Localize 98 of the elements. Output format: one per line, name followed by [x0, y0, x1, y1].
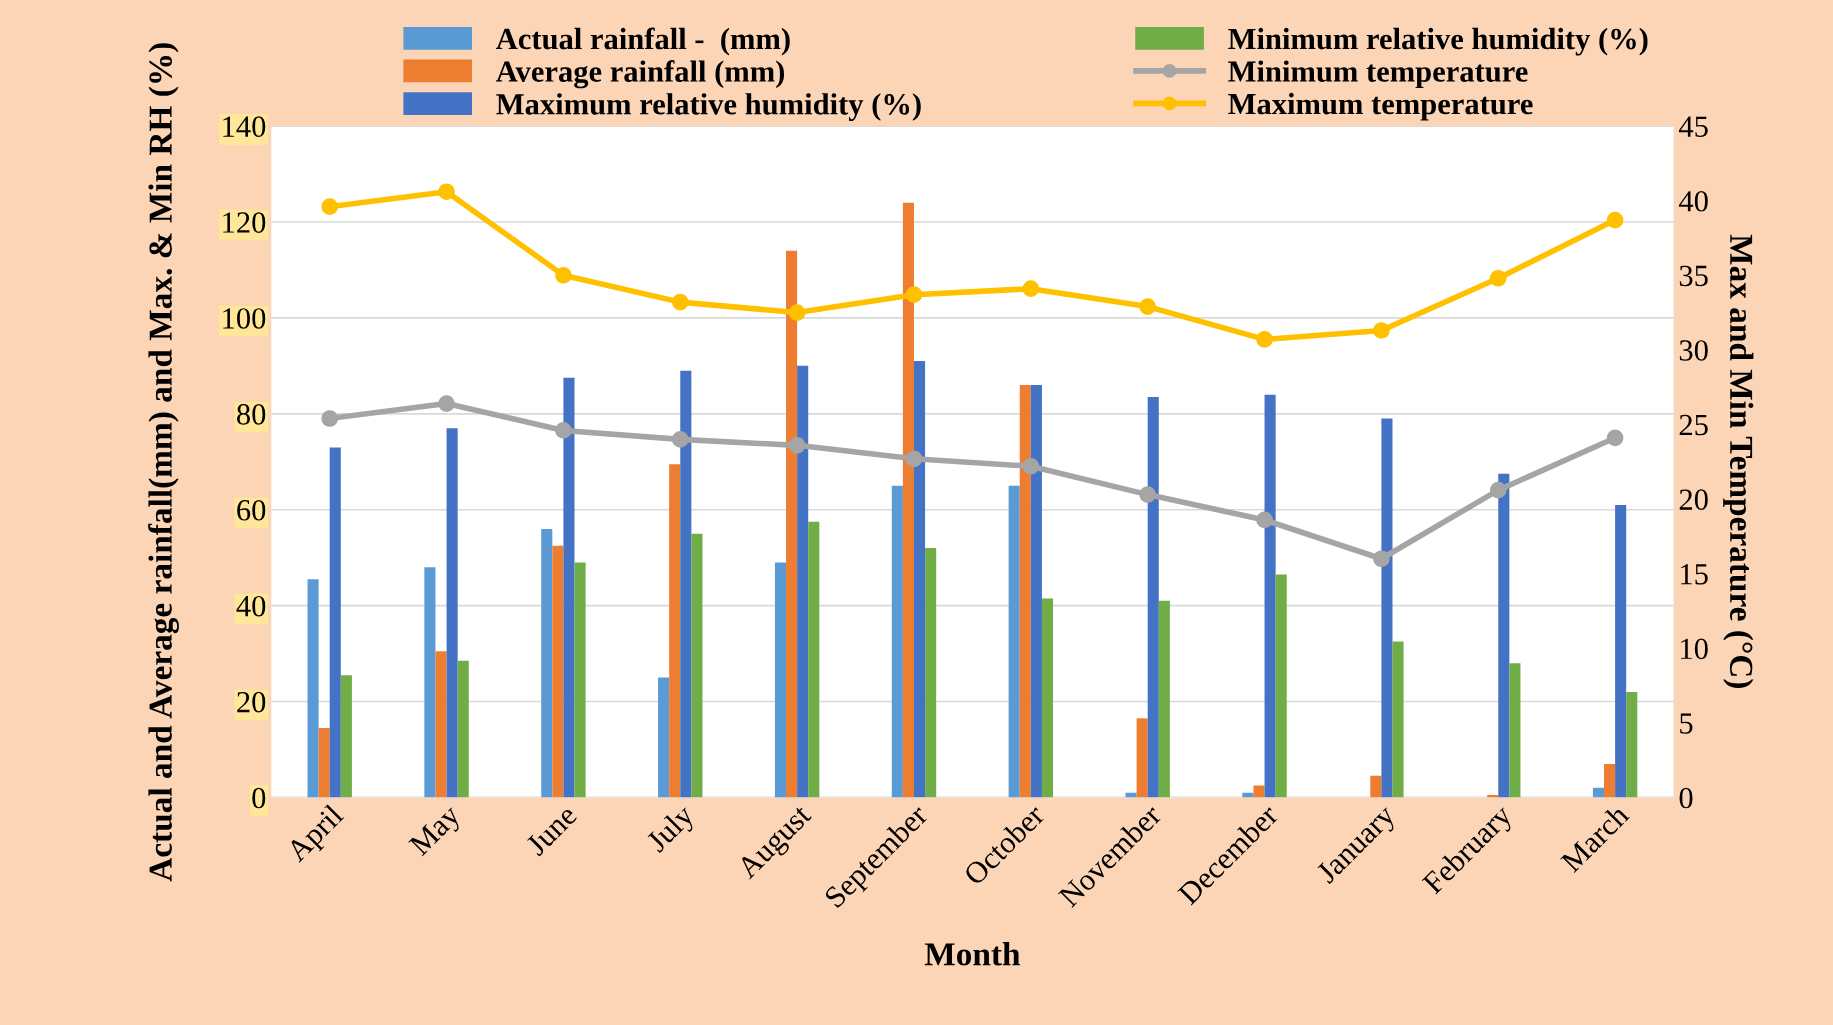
- y-tick-label: 60: [237, 500, 266, 521]
- bar: [307, 579, 319, 798]
- legend-label: Maximum temperature: [1228, 92, 1533, 121]
- legend-label: Average rainfall (mm): [496, 60, 785, 89]
- bar: [446, 428, 458, 798]
- point: [788, 304, 806, 321]
- y2-tick-label: 15: [1681, 564, 1708, 585]
- bar: [552, 545, 564, 798]
- bar: [1147, 397, 1159, 798]
- point: [671, 431, 689, 448]
- bar: [541, 528, 553, 798]
- bar: [1030, 385, 1042, 798]
- bar: [1370, 775, 1382, 798]
- y2-tick-label: 30: [1679, 340, 1708, 361]
- y-tick-label: 120: [223, 212, 266, 233]
- y2-tick-label: 5: [1680, 713, 1693, 734]
- point: [321, 198, 339, 215]
- bar: [340, 675, 352, 798]
- point: [1373, 550, 1390, 568]
- x-tick-label: July: [644, 802, 700, 858]
- bar: [658, 677, 670, 798]
- x-tick-label: June: [525, 803, 578, 857]
- point: [438, 183, 455, 201]
- bar: [1626, 691, 1638, 798]
- bar: [691, 533, 703, 798]
- bar: [329, 447, 341, 798]
- point: [1256, 511, 1273, 529]
- y2-tick-label: 25: [1679, 414, 1708, 436]
- point: [555, 422, 572, 439]
- legend-label: Maximum relative humidity (%): [496, 93, 921, 121]
- bar: [1019, 385, 1031, 798]
- bar: [1158, 600, 1170, 798]
- point: [1373, 322, 1390, 339]
- bar: [1615, 504, 1627, 798]
- point: [321, 410, 339, 427]
- bar: [1381, 418, 1393, 798]
- bar: [913, 361, 926, 798]
- y2-tick-label: 10: [1681, 638, 1708, 660]
- point: [1139, 486, 1157, 503]
- point: [905, 286, 923, 303]
- point: [1489, 269, 1507, 287]
- y-tick-label: 20: [237, 691, 266, 713]
- bar: [1041, 598, 1054, 798]
- y2-tick-label: 0: [1679, 787, 1693, 809]
- bar: [563, 377, 575, 798]
- point: [555, 266, 572, 284]
- x-tick-label: May: [408, 803, 467, 861]
- bar: [1136, 718, 1148, 798]
- y2-tick-label: 40: [1678, 190, 1708, 212]
- bar: [680, 370, 692, 798]
- bar: [669, 464, 681, 798]
- point: [1022, 280, 1040, 298]
- point: [438, 395, 455, 412]
- bar: [457, 660, 469, 798]
- bar: [925, 548, 937, 798]
- bar: [1498, 473, 1510, 798]
- legend-label: Actual rainfall - (mm): [496, 27, 790, 56]
- y-tick-label: 140: [223, 116, 266, 137]
- y-tick-label: 0: [252, 787, 266, 809]
- bar: [435, 651, 447, 798]
- legend-label: Minimum temperature: [1228, 60, 1528, 89]
- point: [1139, 298, 1157, 315]
- bar: [797, 365, 809, 798]
- bar: [774, 562, 787, 798]
- point: [1256, 331, 1273, 348]
- point: [1022, 457, 1040, 475]
- y2-axis-title: Max and Min Temperature (°C): [1723, 234, 1754, 688]
- y2-tick-label: 45: [1678, 116, 1708, 137]
- bar: [1275, 574, 1287, 798]
- point: [1606, 211, 1624, 229]
- point: [1489, 481, 1507, 499]
- bar: [1509, 663, 1521, 798]
- bar: [891, 485, 903, 798]
- bar: [424, 567, 436, 798]
- y-tick-label: 80: [237, 404, 266, 425]
- bar: [1604, 763, 1616, 798]
- y-axis-title: Actual and Average rainfall(mm) and Max. & Min RH (%): [148, 43, 179, 882]
- x-axis-title: Month: [924, 942, 1021, 966]
- bar: [1392, 641, 1404, 798]
- bar: [574, 562, 586, 798]
- bar: [902, 202, 914, 798]
- bar: [1592, 787, 1604, 798]
- y2-tick-label: 35: [1679, 265, 1708, 287]
- bar: [786, 250, 798, 798]
- point: [671, 293, 689, 311]
- bar: [808, 521, 820, 798]
- bar: [1125, 792, 1137, 798]
- y-tick-label: 40: [236, 595, 266, 617]
- y-tick-label: 100: [223, 308, 266, 329]
- point: [788, 437, 806, 454]
- bar: [1008, 485, 1020, 798]
- point: [905, 450, 923, 468]
- legend-label: Minimum relative humidity (%): [1228, 27, 1648, 56]
- y2-tick-label: 20: [1679, 489, 1708, 510]
- bar: [1253, 785, 1265, 798]
- bar: [1264, 394, 1276, 798]
- bar: [318, 727, 330, 798]
- point: [1606, 429, 1624, 447]
